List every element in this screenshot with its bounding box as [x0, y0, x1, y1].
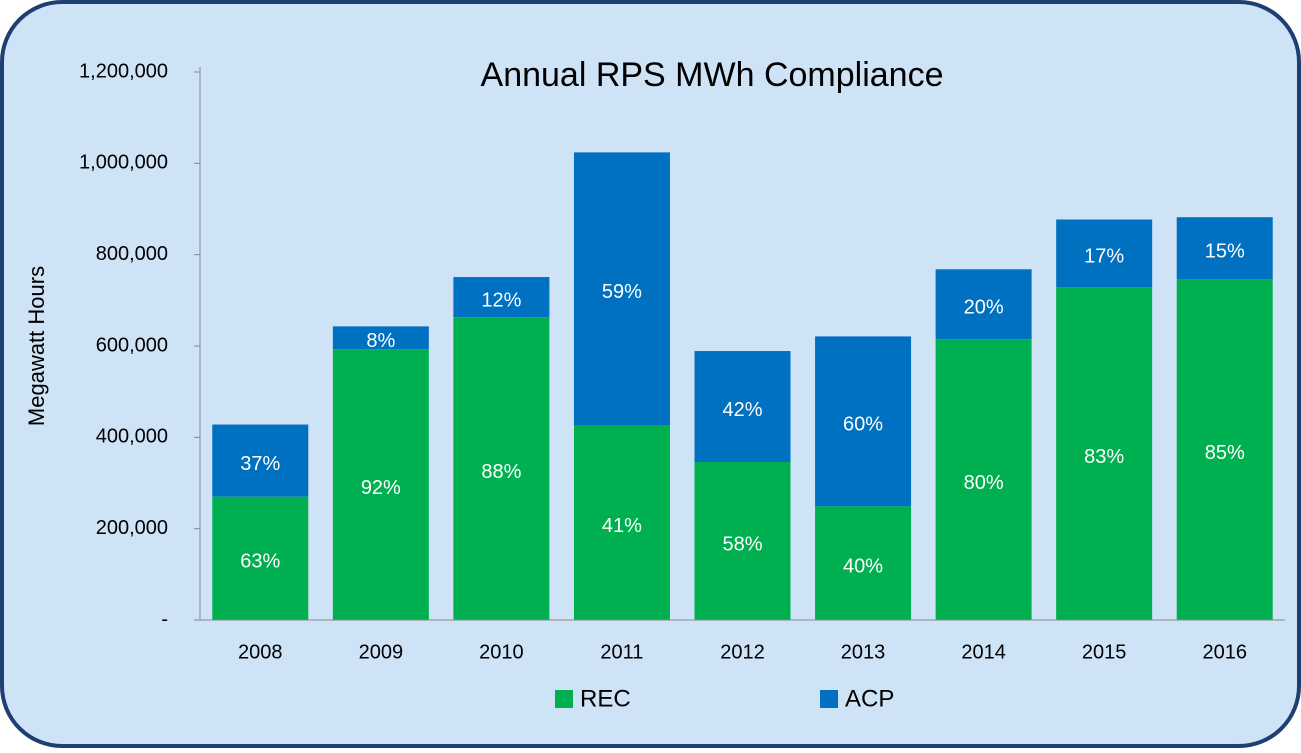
bar-segment [1056, 287, 1153, 620]
legend-label: ACP [845, 685, 894, 712]
data-label: 80% [964, 472, 1004, 494]
bar-segment [212, 496, 309, 620]
data-label: 41% [602, 515, 642, 537]
y-tick-label: 1,000,000 [79, 152, 168, 174]
data-label: 15% [1205, 241, 1245, 263]
data-label: 20% [964, 296, 1004, 318]
bar-segment [1176, 279, 1273, 620]
legend-label: REC [580, 685, 631, 712]
bar-segment [212, 424, 309, 497]
legend-swatch [555, 690, 573, 708]
bar-segment [453, 277, 550, 318]
data-label: 8% [366, 330, 395, 352]
data-label: 63% [240, 551, 280, 573]
data-label: 40% [843, 555, 883, 577]
y-tick-label: 1,200,000 [79, 60, 168, 82]
data-label: 85% [1205, 442, 1245, 464]
bar-segment [1176, 217, 1273, 280]
bar-segment [815, 336, 912, 507]
y-tick-label: 600,000 [96, 334, 168, 356]
bar-segment [694, 351, 791, 462]
y-tick-label: 400,000 [96, 426, 168, 448]
legend-swatch [820, 690, 838, 708]
bar-segment [935, 269, 1032, 340]
y-tick-label: 800,000 [96, 243, 168, 265]
x-tick-label: 2009 [359, 641, 404, 663]
bar-segment [694, 461, 791, 620]
data-label: 83% [1084, 446, 1124, 468]
data-label: 88% [481, 461, 521, 483]
bar-segment [1056, 219, 1153, 288]
x-tick-label: 2010 [479, 641, 524, 663]
x-tick-label: 2016 [1202, 641, 1247, 663]
bar-segment [332, 326, 429, 350]
bar-segment [573, 152, 670, 426]
y-tick-label: 200,000 [96, 517, 168, 539]
chart-title: Annual RPS MWh Compliance [481, 56, 944, 94]
x-tick-label: 2012 [720, 641, 765, 663]
x-tick-label: 2008 [238, 641, 283, 663]
data-label: 17% [1084, 246, 1124, 268]
y-axis-label: Megawatt Hours [24, 266, 49, 426]
data-label: 58% [722, 533, 762, 555]
data-label: 60% [843, 414, 883, 436]
bar-segment [573, 425, 670, 620]
bar-segment [935, 339, 1032, 620]
data-label: 92% [361, 477, 401, 499]
bar-segment [815, 506, 912, 620]
y-tick-label: - [161, 608, 168, 630]
bar-segment [332, 349, 429, 620]
data-label: 37% [240, 453, 280, 475]
bar-segment [453, 317, 550, 620]
data-label: 42% [722, 399, 762, 421]
x-tick-label: 2014 [961, 641, 1006, 663]
x-tick-label: 2011 [600, 641, 643, 663]
x-tick-label: 2013 [841, 641, 886, 663]
data-label: 12% [481, 289, 521, 311]
data-label: 59% [602, 281, 642, 303]
x-tick-label: 2015 [1082, 641, 1127, 663]
